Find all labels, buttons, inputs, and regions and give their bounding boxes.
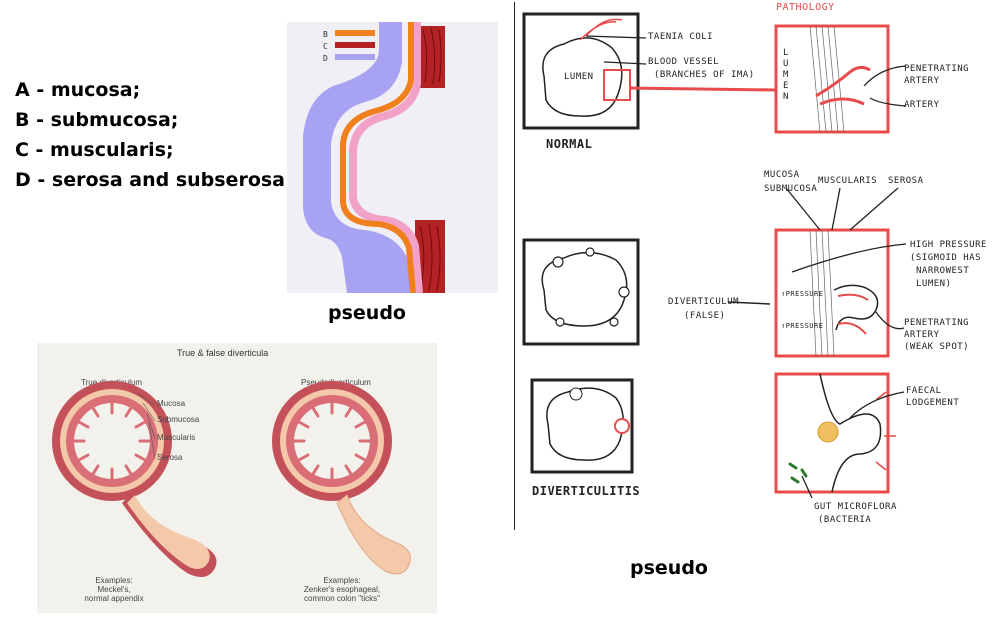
pathology-label: PATHOLOGY — [776, 2, 835, 13]
taenia-coli-label: TAENIA COLI — [648, 32, 714, 42]
muscularis-label: MUSCULARIS — [818, 176, 878, 186]
high-pressure-label-3: NARROWEST — [916, 266, 970, 276]
gut-microflora-label-2: (BACTERIA — [818, 515, 872, 525]
gut-microflora-label-1: GUT MICROFLORA — [814, 502, 897, 512]
label-submucosa: Submucosa — [157, 415, 200, 424]
penetrating-artery-label-2: ARTERY — [904, 76, 940, 86]
layer-legend: A - mucosa; B - submucosa; C - musculari… — [15, 75, 285, 195]
serosa-layer — [303, 22, 411, 293]
legend-mucosa: A - mucosa; — [15, 79, 141, 101]
label-mucosa: Mucosa — [157, 399, 186, 408]
label-muscularis: Muscularis — [157, 433, 196, 442]
caption-pseudo-left: pseudo — [328, 302, 406, 324]
mucosa-line — [349, 22, 423, 293]
key-letter-c: C — [323, 42, 328, 51]
key-letter-d: D — [323, 54, 328, 63]
true-examples: Examples: Meckel's, normal appendix — [79, 576, 149, 603]
panel-divider — [514, 2, 515, 530]
pen-artery-weak-label-2: ARTERY — [904, 330, 940, 340]
wall-layers-diagram: B C D — [287, 22, 498, 293]
legend-serosa: D - serosa and subserosa — [15, 169, 285, 191]
key-letter-b: B — [323, 30, 328, 39]
true-examples-heading: Examples: — [95, 576, 133, 585]
label-serosa: Serosa — [157, 453, 183, 462]
high-pressure-label-2: (SIGMOID HAS — [910, 253, 982, 263]
artery-label: ARTERY — [904, 100, 940, 110]
faecal-label-1: FAECAL — [906, 386, 942, 396]
diverticulum-label-1: DIVERTICULUM — [668, 297, 740, 307]
diverticulitis-label: DIVERTICULITIS — [532, 484, 641, 498]
label-leaders — [136, 392, 156, 460]
pseudo-diverticulum-ring — [272, 381, 411, 575]
pressure-label-1: ↑PRESSURE — [781, 290, 824, 298]
true-diverticulum-ring — [52, 381, 217, 577]
submucosa-label: SUBMUCOSA — [764, 184, 818, 194]
penetrating-artery-label-1: PENETRATING — [904, 64, 970, 74]
pseudo-examples: Examples: Zenker's esophageal, common co… — [292, 576, 392, 603]
caption-pseudo-right: pseudo — [630, 557, 708, 579]
diverticulitis-sketch — [522, 12, 907, 499]
pressure-label-2: ↑PRESSURE — [781, 322, 824, 330]
diverticulum-label-2: (FALSE) — [684, 311, 726, 321]
blood-vessel-label: BLOOD VESSEL — [648, 57, 720, 67]
submucosa-line — [340, 22, 416, 293]
figure-title: True & false diverticula — [177, 348, 269, 358]
pseudo-examples-heading: Examples: — [323, 576, 361, 585]
true-examples-line2: normal appendix — [84, 594, 144, 603]
pseudo-examples-line1: Zenker's esophageal, — [303, 585, 381, 594]
pen-artery-weak-label-3: (WEAK SPOT) — [904, 342, 970, 352]
serosa-label: SEROSA — [888, 176, 924, 186]
legend-submucosa: B - submucosa; — [15, 109, 179, 131]
legend-muscularis: C - muscularis; — [15, 139, 174, 161]
mucosa-label: MUCOSA — [764, 170, 800, 180]
diverticula-drawings — [52, 381, 411, 577]
high-pressure-label-4: LUMEN) — [916, 279, 952, 289]
color-key: B C D — [323, 30, 375, 63]
faecal-label-2: LODGEMENT — [906, 398, 960, 408]
normal-label: NORMAL — [546, 137, 593, 151]
lumen-vertical-label: LUMEN — [783, 48, 789, 102]
pseudo-examples-line2: common colon "ticks" — [304, 594, 380, 603]
high-pressure-label-1: HIGH PRESSURE — [910, 240, 987, 250]
lumen-normal-label: LUMEN — [564, 72, 594, 82]
pen-artery-weak-label-1: PENETRATING — [904, 318, 970, 328]
textbook-figure: True & false diverticula True diverticul… — [37, 343, 437, 613]
true-examples-line1: Meckel's, — [97, 585, 131, 594]
branches-label: (BRANCHES OF IMA) — [654, 70, 755, 80]
